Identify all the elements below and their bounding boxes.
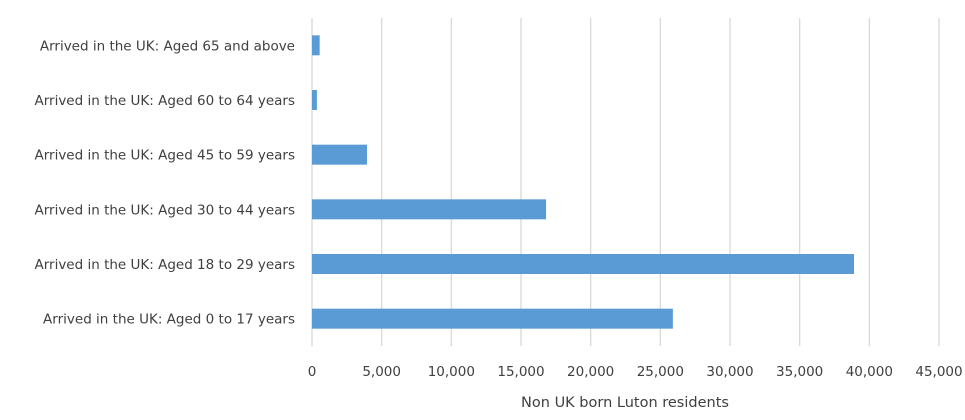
- x-tick-labels: 0 5,000 10,000 15,000 20,000 25,000 30,000 35,0…: [308, 364, 963, 380]
- bar: [312, 308, 673, 329]
- category-label: Arrived in the UK: Aged 60 to 64 years: [34, 93, 295, 109]
- x-axis-title: Non UK born Luton residents: [521, 395, 729, 411]
- bar: [312, 90, 317, 110]
- x-tick-label: 15,000: [497, 364, 544, 380]
- x-tick-label: 30,000: [706, 364, 753, 380]
- x-tick-label: 0: [308, 364, 317, 380]
- x-tick-label: 40,000: [846, 364, 893, 380]
- gridlines: [311, 18, 940, 346]
- x-tick-label: 5,000: [362, 364, 401, 380]
- x-tick-label: 35,000: [776, 364, 823, 380]
- bar: [312, 254, 855, 274]
- category-labels: Arrived in the UK: Aged 65 and above Arri…: [34, 38, 295, 327]
- x-tick-label: 10,000: [428, 364, 475, 380]
- category-label: Arrived in the UK: Aged 18 to 29 years: [34, 257, 295, 273]
- category-label: Arrived in the UK: Aged 45 to 59 years: [34, 148, 295, 164]
- category-label: Arrived in the UK: Aged 30 to 44 years: [34, 202, 295, 218]
- x-tick-label: 25,000: [637, 364, 684, 380]
- category-label: Arrived in the UK: Aged 0 to 17 years: [43, 312, 295, 328]
- bars: [312, 35, 855, 329]
- bar: [312, 144, 368, 165]
- bar: [312, 35, 320, 56]
- x-tick-label: 45,000: [915, 364, 962, 380]
- bar: [312, 199, 547, 220]
- category-label: Arrived in the UK: Aged 65 and above: [40, 38, 295, 54]
- x-tick-label: 20,000: [567, 364, 614, 380]
